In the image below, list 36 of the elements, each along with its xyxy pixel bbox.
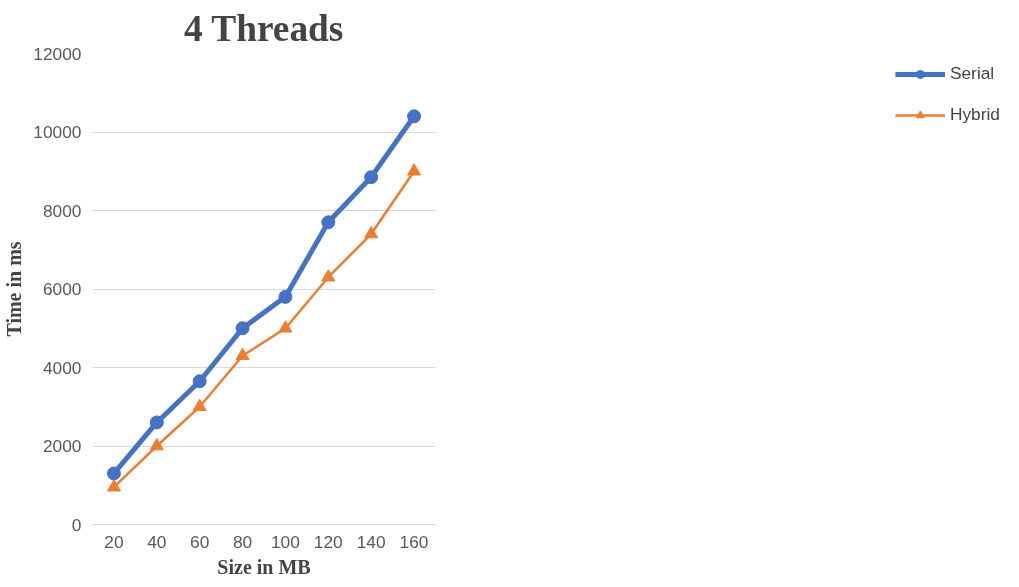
x-tick-label: 160 [399, 531, 429, 552]
x-tick-label: 80 [232, 531, 253, 552]
point [192, 398, 207, 411]
point [106, 466, 121, 481]
point [278, 289, 293, 304]
point [364, 226, 379, 239]
point [407, 163, 422, 176]
point [407, 109, 422, 124]
y-tick-label: 8000 [42, 200, 82, 221]
y-tick-label: 0 [71, 514, 82, 535]
x-tick-label: 100 [270, 531, 300, 552]
y-tick-label: 10000 [33, 122, 82, 142]
chart-title: 4 Threads [183, 7, 344, 49]
x-axis-title: Size in MB [217, 555, 311, 578]
point [149, 437, 164, 451]
point [235, 347, 250, 360]
point [106, 479, 121, 492]
y-axis-title: Time in ms [3, 241, 26, 337]
point [235, 321, 250, 336]
y-tick-label: 6000 [42, 279, 82, 299]
y-tick-label: 12000 [33, 43, 82, 64]
point [321, 215, 336, 230]
point [149, 415, 164, 430]
y-tick-label: 4000 [42, 357, 82, 378]
x-tick-label: 60 [190, 531, 210, 552]
point [321, 269, 336, 282]
y-tick-label: 2000 [42, 436, 82, 456]
point [364, 170, 379, 185]
x-tick-label: 20 [104, 531, 124, 552]
point [278, 320, 293, 333]
point [192, 374, 207, 389]
legend-label: Serial [949, 63, 995, 84]
x-tick-label: 40 [147, 531, 167, 552]
x-tick-label: 140 [356, 531, 386, 552]
x-tick-label: 120 [313, 531, 343, 552]
legend-label: Hybrid [949, 104, 1000, 125]
